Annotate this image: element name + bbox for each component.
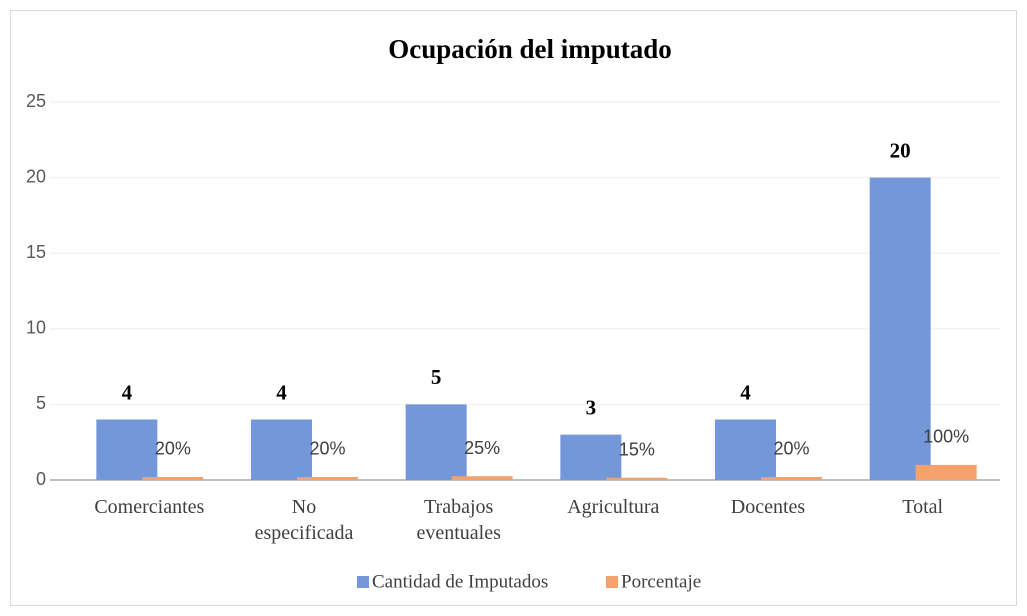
data-label: 3 [586,395,597,419]
data-label: 100% [923,427,969,447]
bar [405,404,467,480]
bar [451,476,513,480]
data-label: 4 [122,380,133,404]
data-label: 25% [464,438,500,458]
x-tick-label-text: Total [902,496,943,518]
data-label: 4 [276,380,287,404]
chart-title: Ocupación del imputado [388,34,672,64]
x-tick-label-line: Trabajos [424,496,493,518]
y-tick-label: 10 [26,318,46,338]
x-tick-label-line: No [292,496,316,518]
bar [251,419,312,480]
data-label: 20% [155,439,191,459]
chart-border [10,10,1017,606]
data-label: 20% [773,439,809,459]
bar [142,476,204,480]
bar [715,419,776,480]
x-tick-label: Comerciantes [94,496,204,518]
x-tick-label-line: eventuales [416,522,501,544]
x-tick-label-text: Agricultura [567,496,659,518]
y-tick-label: 15 [26,242,46,262]
y-tick-label: 25 [26,91,46,111]
y-tick-label: 5 [36,393,46,413]
x-tick-label-text: Docentes [731,496,806,518]
x-tick-label: Agricultura [567,496,659,518]
x-tick-label: Total [902,496,943,518]
bar [560,434,622,480]
data-label: 15% [619,439,655,459]
x-tick-label-line: especificada [255,522,354,544]
x-tick-label: Docentes [731,496,806,518]
legend-label: Cantidad de Imputados [372,571,548,592]
bar [96,419,158,480]
data-label: 5 [431,365,442,389]
data-label: 20 [890,138,911,162]
legend-label: Porcentaje [621,571,701,592]
bar [761,476,822,480]
legend-swatch [606,576,618,588]
x-tick-label-text: Comerciantes [94,496,204,518]
legend-swatch [357,576,369,588]
x-tick-label-text: No especificada [255,496,354,544]
bar [869,177,931,480]
y-tick-label: 0 [36,469,46,489]
x-tick-label: No especificada [255,496,354,544]
data-label: 20% [309,439,345,459]
data-label: 4 [740,380,751,404]
x-tick-label: Trabajos eventuales [416,496,501,544]
y-tick-label: 20 [26,166,46,186]
bar [606,477,668,480]
bar [297,476,358,480]
x-tick-label-text: Trabajos eventuales [416,496,501,544]
bar [915,464,977,480]
